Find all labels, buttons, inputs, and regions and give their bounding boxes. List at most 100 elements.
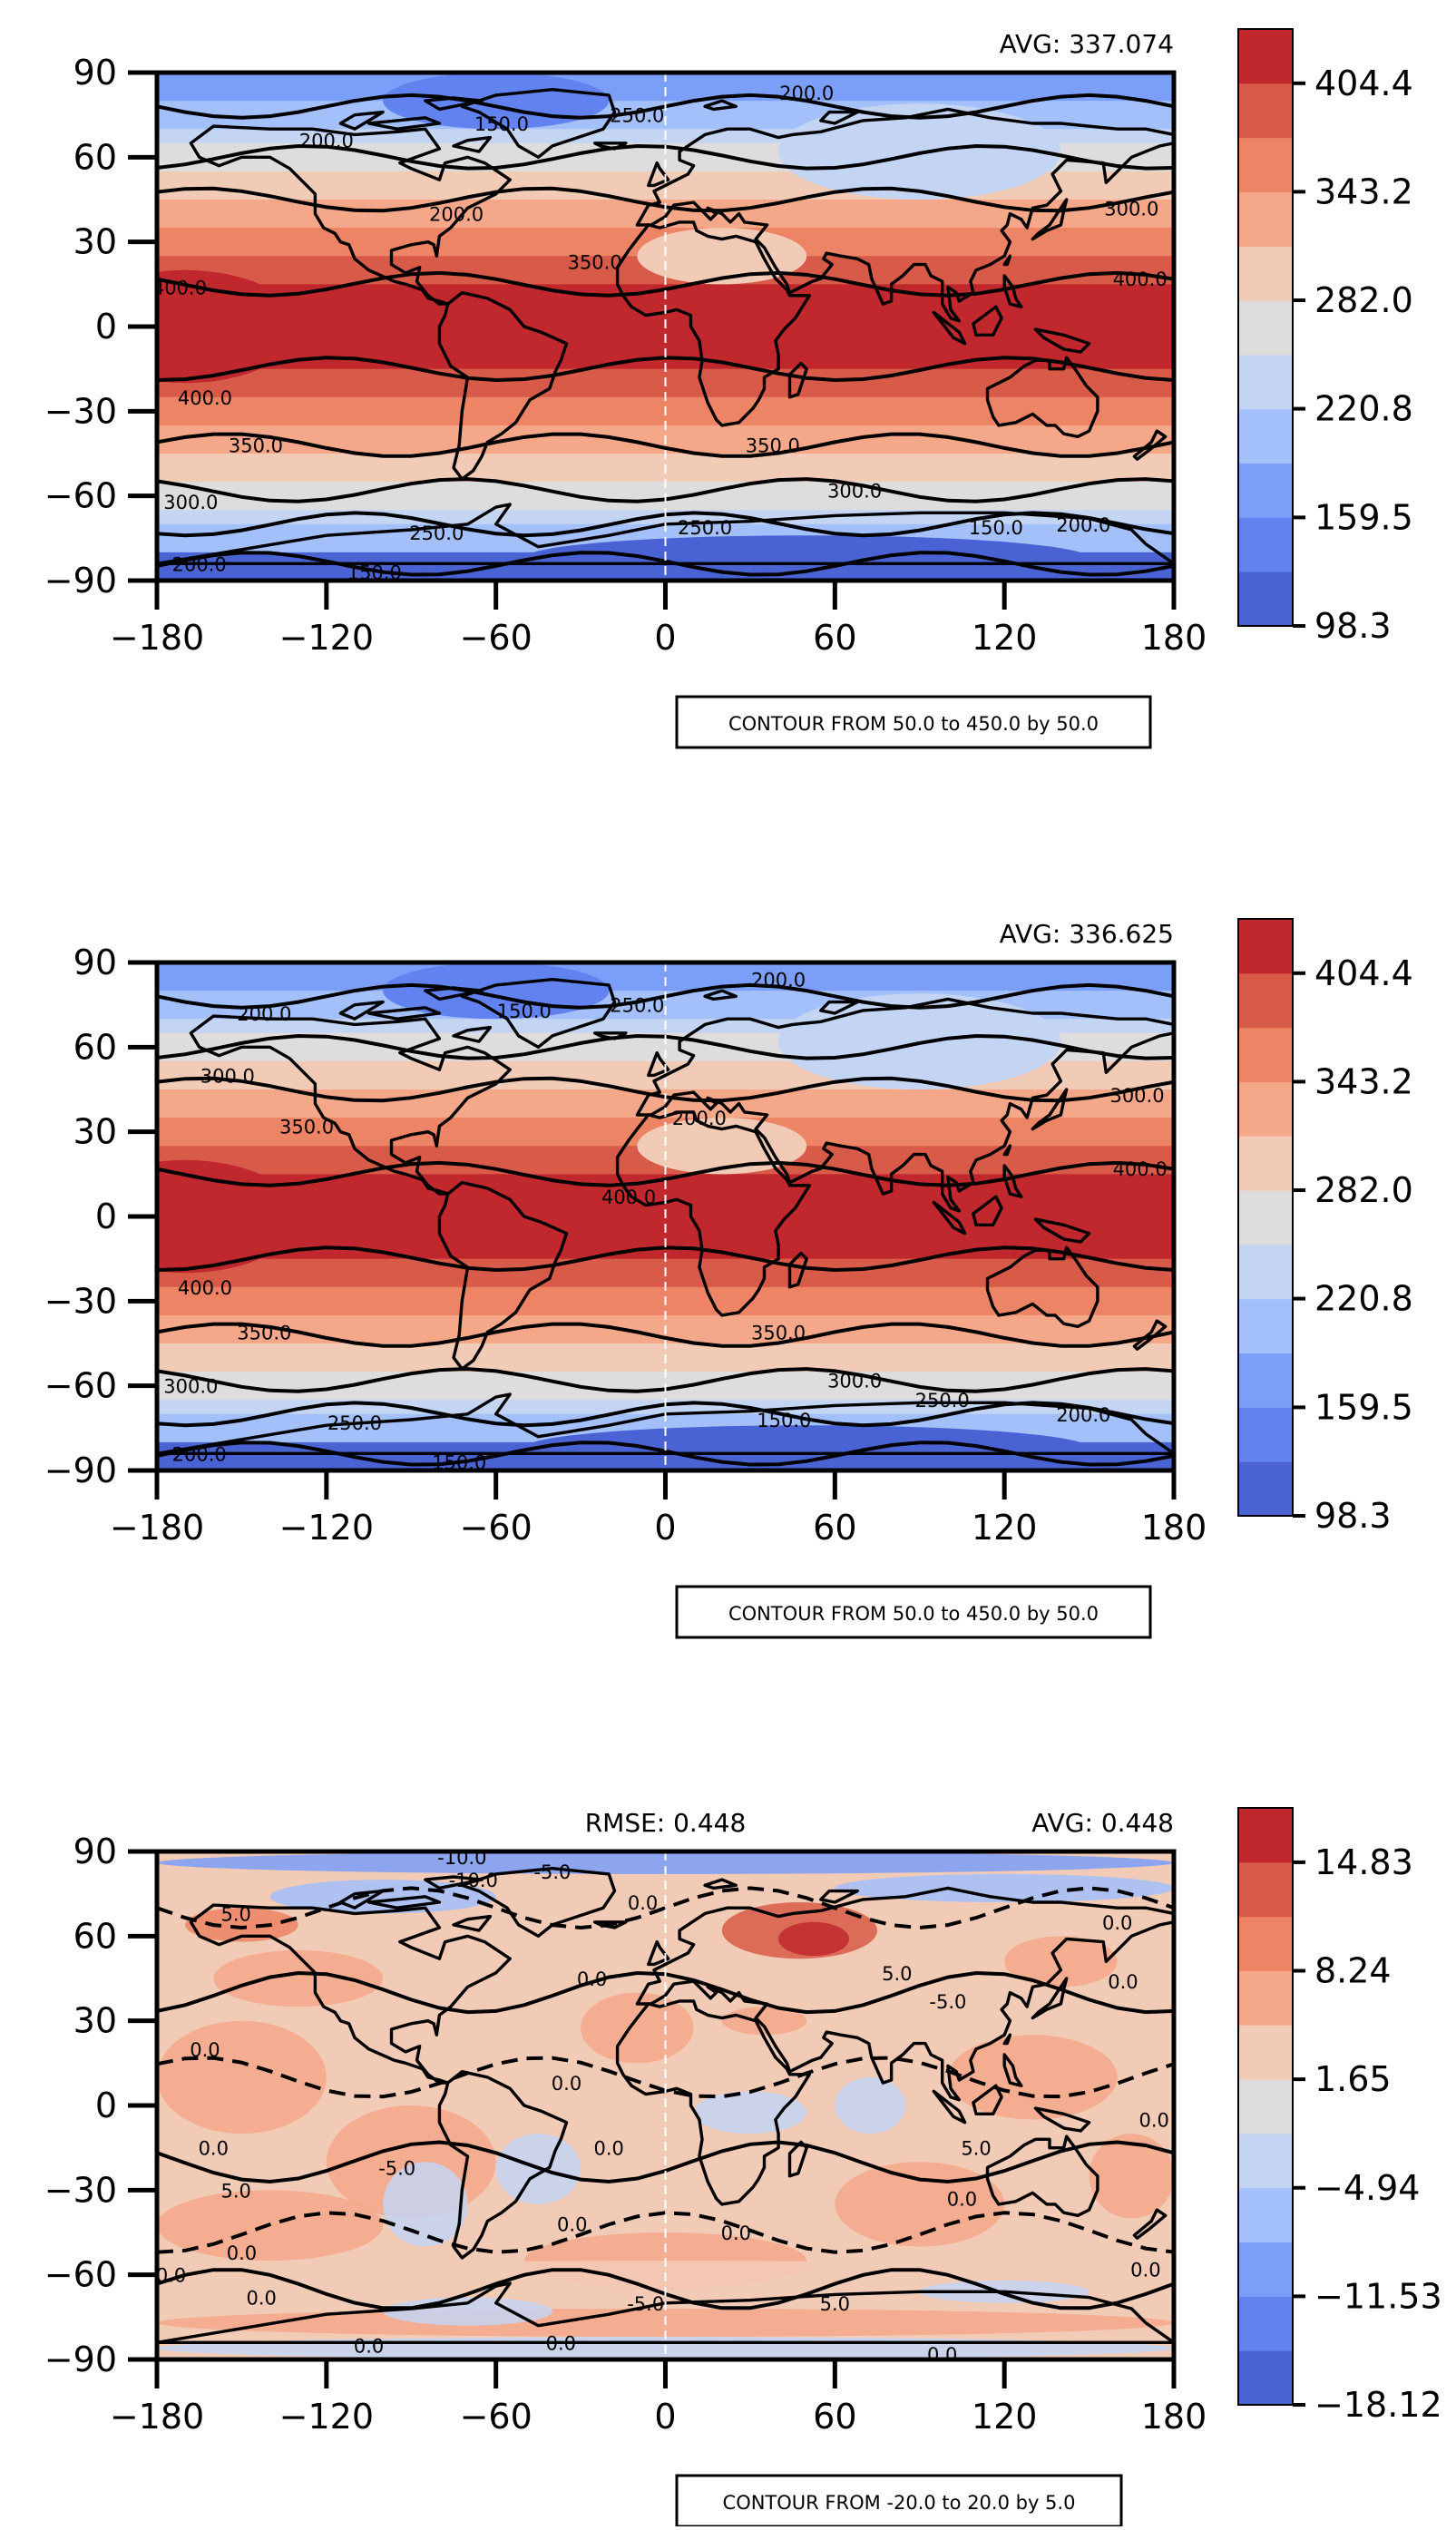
coastline <box>593 1920 628 1929</box>
colorbar-segment <box>1238 1461 1293 1517</box>
contour-label: 0.0 <box>628 1892 658 1914</box>
y-tick-label: 0 <box>95 1197 117 1236</box>
colorbar-segment <box>1238 1298 1293 1354</box>
field-band <box>157 1385 1174 1401</box>
contour-label: 350.0 <box>237 1323 291 1344</box>
contour-label: 250.0 <box>409 523 464 544</box>
field-band <box>157 396 1174 412</box>
colorbar-segment <box>1238 1970 1293 2026</box>
contour-label: 350.0 <box>229 435 283 457</box>
contour-label: 5.0 <box>961 2138 991 2160</box>
contour-label: -5.0 <box>533 1861 571 1883</box>
x-tick-label: −60 <box>460 618 533 658</box>
coastline <box>615 220 811 427</box>
field-patch <box>721 2007 807 2036</box>
contour-label: 300.0 <box>1104 198 1158 220</box>
field-band <box>157 1245 1174 1260</box>
contour-line <box>157 1886 1174 1930</box>
contour-label: 400.0 <box>152 277 207 298</box>
contour-label: 200.0 <box>299 131 354 152</box>
contour-line <box>157 1441 1174 1467</box>
x-tick-label: −120 <box>279 1508 374 1548</box>
colorbar-tick-label: 14.83 <box>1314 1842 1413 1882</box>
colorbar-segment <box>1238 29 1293 84</box>
y-tick-label: 90 <box>73 53 117 93</box>
contour-label: 350.0 <box>279 1116 334 1138</box>
contour-label: 5.0 <box>220 2180 250 2202</box>
contour-label: 200.0 <box>779 83 834 104</box>
contour-label: 0.0 <box>1108 1971 1138 1993</box>
y-tick-label: −30 <box>44 1281 117 1321</box>
field-patch <box>523 535 1090 581</box>
coastline <box>787 2140 808 2178</box>
coastline <box>452 1914 493 1932</box>
coastline <box>338 1000 385 1021</box>
contour-label: 250.0 <box>915 1390 970 1412</box>
field-patch <box>637 228 807 285</box>
contour-label: 150.0 <box>969 517 1023 539</box>
coastline <box>972 2084 1003 2115</box>
x-tick-label: −120 <box>279 2397 374 2437</box>
coastline <box>615 1110 811 1317</box>
colorbar-segment <box>1238 300 1293 356</box>
field-patch <box>693 2091 807 2134</box>
coastline <box>787 361 808 399</box>
y-tick-label: −90 <box>44 1451 117 1490</box>
contour-line <box>157 2211 1174 2254</box>
avg-title: AVG: 336.625 <box>1000 919 1174 949</box>
contour-label: -5.0 <box>378 2157 415 2179</box>
colorbar-segment <box>1238 1190 1293 1245</box>
coastline <box>189 1903 512 2085</box>
field-patch <box>1089 2134 1174 2219</box>
coastlines <box>157 978 1174 1455</box>
colorbar-segment <box>1238 408 1293 464</box>
contour-label: 0.0 <box>557 2214 587 2236</box>
y-tick-label: −60 <box>44 1366 117 1406</box>
colorbar-tick-label: −18.12 <box>1314 2385 1442 2425</box>
coastline <box>647 1050 670 1078</box>
colorbar-segment <box>1238 1916 1293 1971</box>
field-band <box>157 425 1174 440</box>
coastline <box>1002 254 1012 267</box>
colorbar-segment <box>1238 2350 1293 2406</box>
contour-label: 300.0 <box>1109 1085 1164 1107</box>
field-patch <box>637 1118 807 1175</box>
field-band <box>157 1286 1174 1302</box>
colorbar-tick-label: 1.65 <box>1314 2059 1392 2099</box>
coastline <box>819 1889 859 1904</box>
colorbar-tick-label: 8.24 <box>1314 1951 1392 1991</box>
coastline <box>703 989 738 1001</box>
contour-label: 0.0 <box>156 2265 186 2287</box>
y-tick-label: 60 <box>73 1027 117 1067</box>
contour-label: 400.0 <box>601 1187 656 1208</box>
coastline <box>787 1251 808 1289</box>
x-tick-label: −180 <box>110 1508 204 1548</box>
contour-note: CONTOUR FROM -20.0 to 20.0 by 5.0 <box>723 2492 1076 2514</box>
contour-label: 0.0 <box>199 2138 229 2160</box>
colorbar-tick-label: −11.53 <box>1314 2276 1442 2316</box>
field-patch <box>947 2035 1118 2120</box>
x-tick-label: 180 <box>1141 1508 1207 1548</box>
coastline <box>157 2281 1174 2344</box>
contour-label: 150.0 <box>757 1410 811 1431</box>
colorbar-segment <box>1238 191 1293 247</box>
y-tick-label: 30 <box>73 222 117 262</box>
colorbar-segment <box>1238 354 1293 410</box>
field-patch <box>383 2162 468 2247</box>
y-tick-label: −60 <box>44 2255 117 2295</box>
contour-label: 300.0 <box>200 1065 255 1087</box>
contour-label: 300.0 <box>827 480 882 502</box>
contour-label: 150.0 <box>474 113 529 135</box>
contour-label: 0.0 <box>354 2335 384 2357</box>
coastline <box>615 1999 811 2206</box>
contour-label: 200.0 <box>1056 1404 1110 1426</box>
coastline <box>424 96 484 112</box>
colorbar-segment <box>1238 919 1293 974</box>
coastline <box>437 2070 569 2260</box>
contour-label: -5.0 <box>929 1991 966 2013</box>
colorbar-tick-label: 343.2 <box>1314 171 1413 211</box>
coastline <box>338 110 385 131</box>
contour-label: 150.0 <box>432 1452 486 1474</box>
colorbar-segment <box>1238 1136 1293 1191</box>
contour-label: 350.0 <box>751 1323 806 1344</box>
